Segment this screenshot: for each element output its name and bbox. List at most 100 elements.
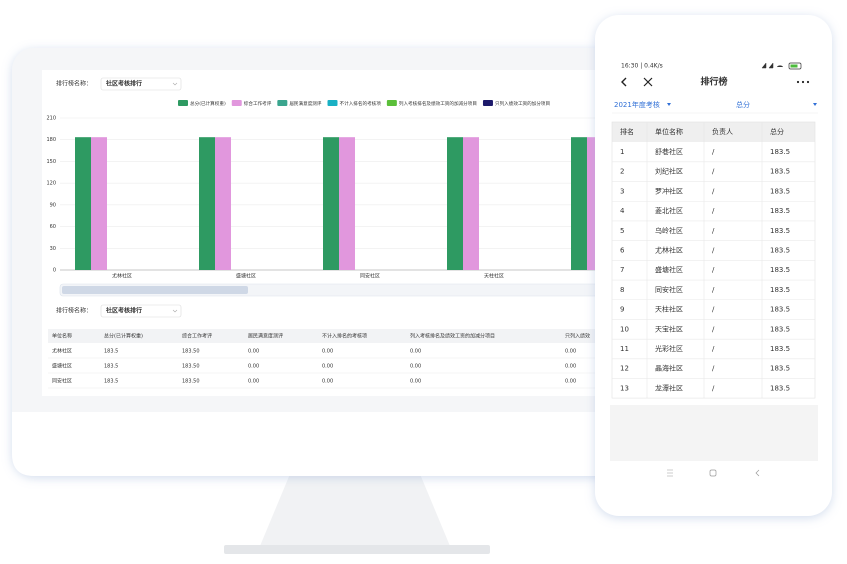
table-cell: 183.5 (770, 247, 790, 255)
table-cell: 183.5 (770, 306, 790, 314)
x-tick-label: 同安社区 (360, 273, 380, 280)
bar (323, 137, 339, 270)
phone: 16:30 | 0.4K/s 排行榜 2021年度考核 总分 排名 单位名称 负责人… (595, 15, 832, 516)
filter-label: 排行榜名称： (56, 80, 92, 88)
table-cell: 10 (620, 325, 629, 333)
table-cell: 晶海社区 (655, 364, 683, 373)
close-button[interactable] (643, 77, 653, 87)
table-cell: 光彩社区 (655, 344, 683, 353)
signal-icons (761, 62, 784, 69)
table-cell: 5 (620, 227, 624, 235)
table-cell: 183.5 (770, 227, 790, 235)
table-cell: 183.50 (182, 379, 200, 385)
table-cell: 6 (620, 247, 625, 255)
bar (339, 137, 355, 270)
table-cell: 0.00 (565, 364, 576, 370)
table-cell: / (712, 247, 715, 255)
table-cell: 183.5 (770, 148, 790, 156)
table-cell: 0.00 (410, 364, 421, 370)
table-filter-select[interactable] (100, 304, 182, 318)
table-cell: 183.5 (770, 168, 790, 176)
table-cell: 乌岭社区 (655, 226, 683, 235)
table-cell: 7 (620, 266, 624, 274)
table-cell: 183.5 (770, 345, 790, 353)
zoom-thumb[interactable] (62, 286, 248, 294)
table-cell: 盛塘社区 (52, 363, 72, 370)
bar (75, 137, 91, 270)
select-arrow (172, 82, 178, 86)
bar (571, 137, 587, 270)
table-cell: 183.5 (770, 207, 790, 215)
table-cell: 0.00 (248, 379, 259, 385)
legend-swatch (327, 100, 338, 106)
table-header: 不计入排名的考核项 (322, 333, 367, 340)
bar (447, 137, 463, 270)
table-filter-label: 排行榜名称： (56, 307, 92, 315)
battery-icon (788, 62, 802, 70)
table-cell: 同安社区 (52, 378, 72, 385)
year-filter[interactable]: 2021年度考核 (614, 100, 660, 109)
table-cell: 183.5 (770, 365, 790, 373)
table-cell: 0.00 (322, 349, 333, 355)
table-cell: / (712, 345, 715, 353)
monitor-stand (260, 474, 450, 546)
table-cell: 11 (620, 345, 629, 353)
legend-label: 综合工作考评 (244, 100, 272, 107)
table-cell: / (712, 168, 715, 176)
nav-home[interactable] (709, 469, 717, 477)
monitor (12, 48, 632, 554)
table-filter-value[interactable]: 社区考核排行 (105, 307, 142, 315)
y-tick-label: 180 (46, 137, 56, 143)
legend-label: 不计入排名的考核项 (340, 100, 382, 107)
table-cell: 183.50 (182, 349, 200, 355)
footer-area (610, 405, 818, 461)
table-cell: 8 (620, 286, 624, 294)
x-tick-label: 盛塘社区 (236, 273, 256, 280)
more-button[interactable] (796, 80, 810, 84)
table-header: 居民满意度测评 (248, 333, 283, 340)
filter-value[interactable]: 社区考核排行 (105, 80, 142, 88)
table-cell: / (712, 306, 715, 314)
table-cell: 同安社区 (655, 285, 683, 294)
legend-label: 列入考核排名及绩效工资的加减分项目 (399, 100, 477, 107)
table-cell: 0.00 (322, 364, 333, 370)
y-tick-label: 30 (50, 246, 56, 252)
table-cell: 12 (620, 365, 629, 373)
table-cell: / (712, 325, 715, 333)
table-cell: 2 (620, 168, 624, 176)
table-header: 单位名称 (52, 333, 72, 340)
table-header: 总分(已计算权重) (104, 333, 143, 340)
legend-swatch (178, 100, 188, 106)
legend-label: 总分(已计算权重) (190, 100, 226, 107)
table-cell: / (712, 286, 715, 294)
legend-label: 只列入绩效工资的加分项目 (495, 100, 550, 107)
table-cell: 9 (620, 306, 624, 314)
bar (463, 137, 479, 270)
bar (91, 137, 107, 270)
y-tick-label: 120 (46, 181, 56, 187)
legend-swatch (482, 100, 493, 106)
table-cell: 龙潭社区 (655, 383, 683, 392)
monitor-chin (12, 412, 632, 476)
dropdown-arrow (813, 103, 817, 106)
dropdown-arrow (667, 103, 671, 106)
y-tick-label: 210 (46, 116, 56, 122)
table-cell: 舒巷社区 (655, 147, 683, 156)
nav-back[interactable] (755, 469, 760, 477)
y-tick-label: 150 (46, 159, 56, 165)
x-tick-label: 尤林社区 (112, 273, 132, 280)
monitor-base (224, 545, 490, 554)
table-header-bg (612, 122, 815, 142)
table-cell: 尤林社区 (655, 246, 683, 255)
filter-select[interactable] (100, 77, 182, 91)
page-title: 排行榜 (700, 76, 727, 88)
metric-filter[interactable]: 总分 (736, 100, 750, 109)
back-button[interactable] (621, 77, 627, 87)
x-tick-label: 天柱社区 (484, 273, 504, 280)
table-cell: / (712, 365, 715, 373)
table-cell: 183.5 (770, 384, 790, 392)
nav-menu[interactable] (667, 469, 673, 477)
table-cell: 183.5 (770, 286, 790, 294)
table-cell: 183.5 (104, 364, 118, 370)
